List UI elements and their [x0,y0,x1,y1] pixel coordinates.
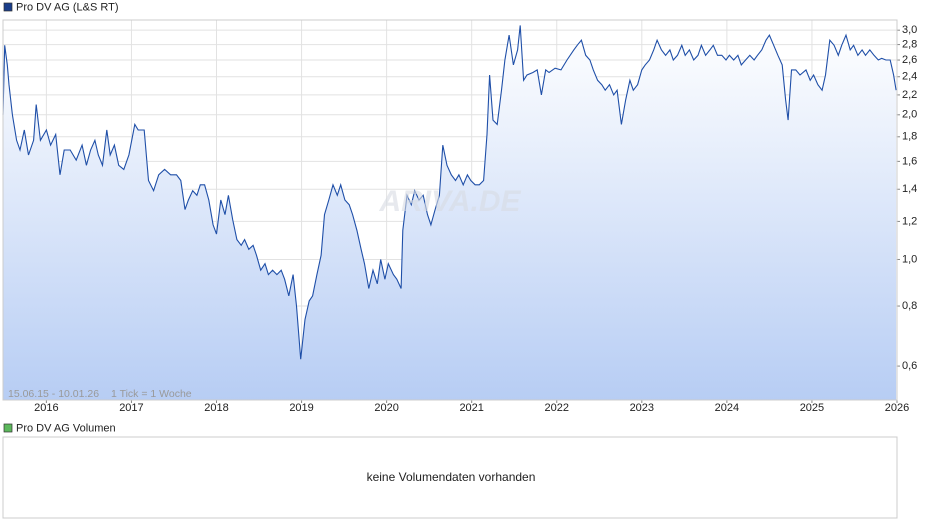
legend-label: Pro DV AG (L&S RT) [16,1,119,13]
x-tick-label: 2023 [630,402,654,414]
x-tick-label: 2018 [204,402,228,414]
price-line [2,25,897,360]
y-tick-label: 3,0 [902,24,917,36]
y-tick-label: 1,0 [902,253,917,265]
date-range: 15.06.15 - 10.01.26 [8,388,99,400]
area [3,25,897,401]
x-tick-label: 2022 [545,402,569,414]
y-tick-label: 2,8 [902,38,917,50]
x-tick-label: 2025 [800,402,824,414]
legend-swatch [3,423,13,433]
x-tick-label: 2020 [374,402,398,414]
y-tick-label: 0,6 [902,360,917,372]
volume-message: keine Volumendaten vorhanden [367,470,536,484]
y-tick-label: 1,6 [902,155,917,167]
x-tick-label: 2026 [885,402,909,414]
x-tick-label: 2016 [34,402,58,414]
y-tick-label: 2,6 [902,54,917,66]
volume-frame [2,436,898,519]
y-tick-label: 1,8 [902,131,917,143]
x-tick-label: 2024 [715,402,739,414]
y-tick-label: 1,4 [902,183,917,195]
y-tick-label: 1,2 [902,215,917,227]
y-tick-label: 2,0 [902,109,917,121]
plot-frame [2,19,898,401]
y-tick-label: 2,2 [902,89,917,101]
legend-swatch [3,2,13,12]
x-tick-label: 2021 [459,402,483,414]
y-tick-label: 2,4 [902,71,917,83]
y-tick-label: 0,8 [902,300,917,312]
watermark: ARIVA.DE [378,185,521,218]
x-tick-label: 2019 [289,402,313,414]
legend-label: Pro DV AG Volumen [16,422,116,434]
x-tick-label: 2017 [119,402,143,414]
tick-note: 1 Tick = 1 Woche [111,388,192,400]
